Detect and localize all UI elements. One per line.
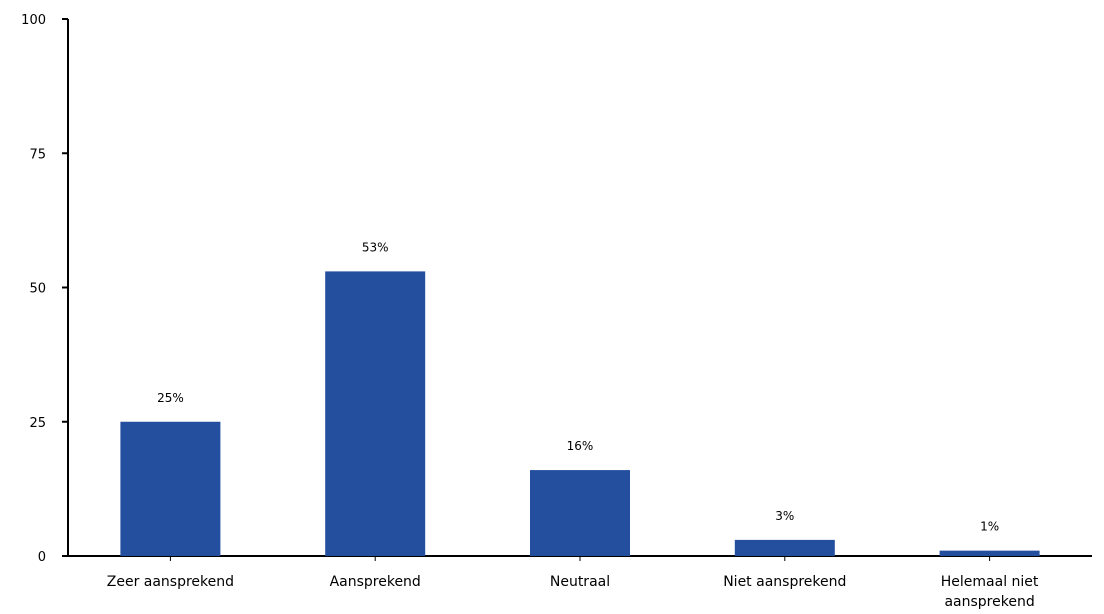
- x-category-label: Neutraal: [550, 574, 610, 590]
- data-label: 1%: [980, 520, 999, 534]
- bar: [734, 539, 835, 556]
- bar: [325, 271, 426, 556]
- bars: [120, 271, 1040, 556]
- data-label: 25%: [157, 391, 184, 405]
- bar: [939, 550, 1040, 556]
- x-category-label: Zeer aansprekend: [107, 574, 234, 590]
- data-label: 16%: [567, 439, 594, 453]
- bar: [120, 421, 221, 556]
- y-tick-label: 75: [29, 147, 46, 162]
- data-label: 3%: [775, 509, 794, 523]
- x-category-label: aansprekend: [944, 594, 1034, 610]
- x-category-label: Aansprekend: [330, 574, 421, 590]
- data-label: 53%: [362, 240, 389, 254]
- x-category-label: Helemaal niet: [941, 574, 1039, 590]
- y-tick-label: 100: [21, 13, 46, 28]
- x-category-label: Niet aansprekend: [723, 574, 846, 590]
- y-tick-label: 0: [38, 550, 46, 565]
- y-tick-label: 50: [29, 282, 46, 297]
- y-tick-label: 25: [29, 416, 46, 431]
- labels: 100 75 50 25 0 25% Zeer aansprekend 53% Aansprek…: [21, 13, 1039, 610]
- bar: [530, 470, 630, 556]
